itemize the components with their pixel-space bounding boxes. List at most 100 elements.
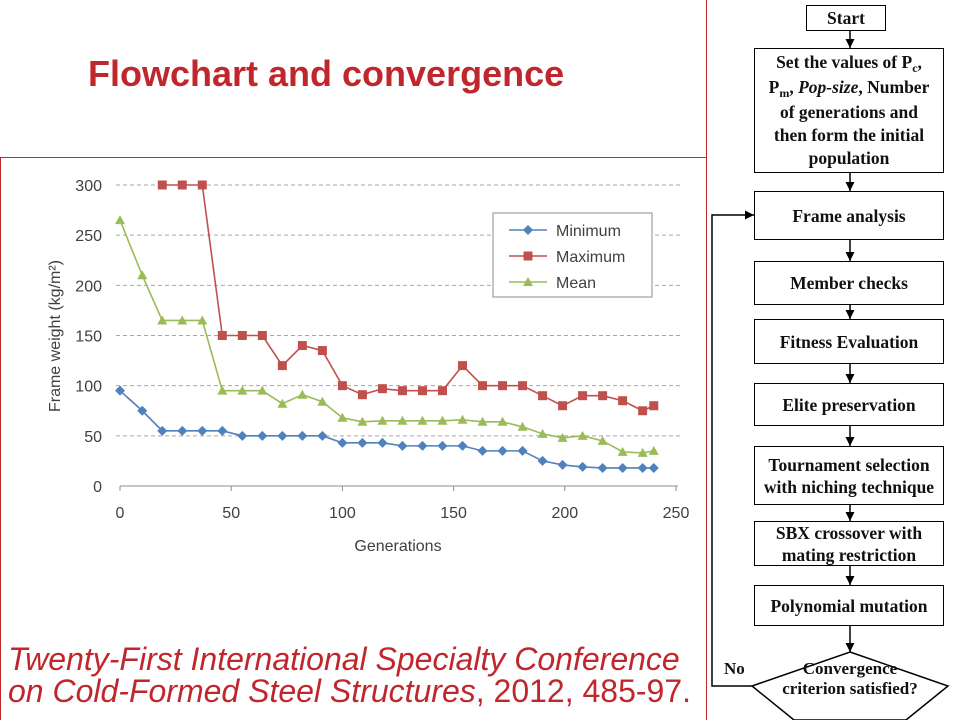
data-point-minimum	[317, 430, 328, 441]
chart-frame-left-border	[0, 157, 1, 720]
decision-diamond	[750, 651, 950, 720]
data-point-minimum	[157, 425, 168, 436]
data-point-mean	[115, 215, 125, 225]
x-tick-label: 50	[222, 505, 240, 522]
data-point-maximum	[417, 386, 427, 396]
polynomial-mutation-box: Polynomial mutation	[754, 585, 944, 626]
data-point-minimum	[297, 430, 308, 441]
data-point-maximum	[578, 391, 588, 401]
legend-label: Minimum	[556, 223, 621, 240]
data-point-minimum	[197, 425, 208, 436]
init-pop-size: Pop-size	[798, 77, 859, 97]
initialize-population-box: Set the values of Pc, Pm, Pop-size, Numb…	[754, 48, 944, 173]
data-point-mean	[297, 389, 308, 399]
y-tick-label: 100	[75, 379, 102, 396]
data-point-minimum	[217, 425, 228, 436]
sbx-line-2: mating restriction	[781, 544, 917, 565]
data-point-maximum	[649, 401, 659, 411]
data-point-mean	[237, 385, 248, 395]
data-point-mean	[217, 385, 228, 395]
data-point-mean	[157, 315, 168, 325]
data-point-mean	[597, 435, 608, 445]
data-point-maximum	[437, 386, 447, 396]
init-text: ,	[917, 52, 922, 72]
init-line-2: Pm, Pop-size, Number	[769, 76, 930, 101]
x-tick-label: 100	[329, 505, 356, 522]
tournament-selection-box: Tournament selection with niching techni…	[754, 446, 944, 505]
data-point-maximum	[157, 180, 167, 190]
data-point-minimum	[277, 430, 288, 441]
data-point-mean	[257, 385, 268, 395]
citation-proceedings-title: on Cold-Formed Steel Structures	[8, 673, 476, 709]
data-point-minimum	[437, 440, 448, 451]
data-point-mean	[648, 445, 659, 455]
data-point-minimum	[577, 461, 588, 472]
data-point-mean	[377, 415, 388, 425]
data-point-mean	[617, 446, 628, 456]
data-point-mean	[537, 428, 548, 438]
no-loop-arrow	[711, 210, 754, 687]
y-axis-label: Frame weight (kg/m²)	[47, 260, 64, 412]
data-point-minimum	[648, 462, 659, 473]
data-point-minimum	[637, 462, 648, 473]
decision-line-1: Convergence	[802, 659, 898, 678]
series-line-minimum	[119, 390, 654, 469]
data-point-mean	[177, 315, 188, 325]
data-point-minimum	[357, 437, 368, 448]
y-tick-label: 150	[75, 329, 102, 346]
decision-line-2: criterion satisfied?	[782, 679, 918, 698]
initialize-population-text: Set the values of Pc, Pm, Pop-size, Numb…	[769, 51, 930, 170]
no-branch-label: No	[724, 659, 745, 678]
init-text: ,	[789, 77, 799, 97]
data-point-maximum	[618, 396, 628, 406]
init-line-1: Set the values of Pc,	[769, 51, 930, 76]
data-point-minimum	[517, 445, 528, 456]
chart-frame-top-border	[0, 157, 706, 158]
frame-analysis-label: Frame analysis	[792, 205, 906, 226]
data-point-maximum	[357, 390, 367, 400]
x-tick-label: 150	[440, 505, 467, 522]
tournament-line-1: Tournament selection	[768, 454, 930, 475]
x-tick-label: 250	[663, 505, 690, 522]
polynomial-mutation-label: Polynomial mutation	[770, 595, 928, 616]
data-point-maximum	[217, 331, 227, 340]
init-line-4: then form the initial	[773, 125, 925, 145]
data-point-maximum	[538, 391, 548, 401]
data-point-mean	[557, 432, 568, 442]
x-axis-label: Generations	[354, 538, 441, 555]
legend-marker	[523, 225, 533, 235]
data-point-maximum	[598, 391, 608, 401]
convergence-chart: 0 50 100 150 200 250 300 0 50 100 150 200 250 Minimu…	[47, 178, 690, 555]
data-point-mean	[417, 415, 428, 425]
data-point-maximum	[638, 406, 648, 416]
flowchart-divider-line	[706, 0, 707, 720]
elite-preservation-label: Elite preservation	[782, 394, 916, 415]
frame-analysis-box: Frame analysis	[754, 191, 944, 240]
citation-line-1: Twenty-First International Specialty Con…	[8, 641, 680, 677]
data-point-maximum	[297, 341, 307, 351]
data-point-mean	[277, 398, 288, 408]
data-point-mean	[317, 396, 328, 406]
tournament-line-2: with niching technique	[763, 476, 935, 497]
data-point-minimum	[597, 462, 608, 473]
data-point-maximum	[498, 381, 508, 391]
data-point-mean	[517, 421, 528, 431]
data-point-mean	[637, 447, 648, 457]
sbx-line-1: SBX crossover with	[775, 522, 923, 543]
fitness-evaluation-label: Fitness Evaluation	[779, 331, 919, 352]
data-point-maximum	[197, 180, 207, 190]
series-line-mean	[119, 219, 654, 454]
data-point-minimum	[257, 430, 268, 441]
y-tick-label: 250	[75, 228, 102, 245]
data-point-maximum	[478, 381, 488, 391]
data-point-minimum	[417, 440, 428, 451]
init-subscript-c: c	[912, 61, 918, 75]
y-tick-label: 0	[93, 479, 102, 496]
data-point-mean	[197, 315, 208, 325]
init-line-3: of generations and	[779, 102, 919, 122]
data-point-maximum	[397, 386, 407, 396]
data-point-mean	[477, 416, 488, 426]
data-point-minimum	[457, 440, 468, 451]
data-point-maximum	[177, 180, 187, 190]
data-point-mean	[357, 416, 368, 426]
